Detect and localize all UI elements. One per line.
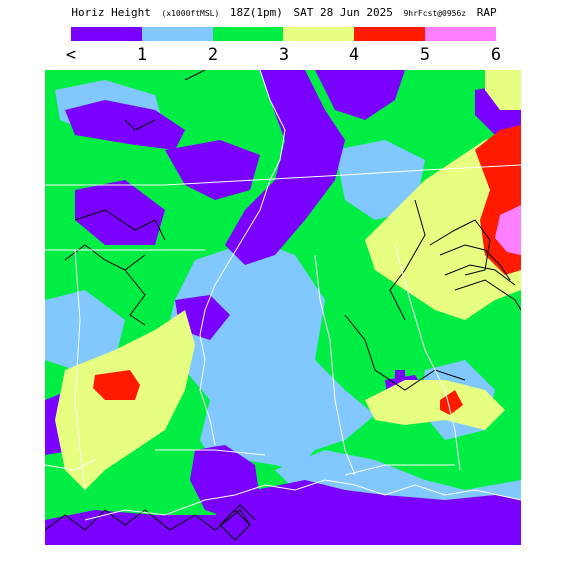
- map-region-purple: [225, 70, 345, 265]
- title-forecast: 9hrFcst@0956z: [403, 9, 467, 18]
- state-boundaries: [45, 70, 521, 521]
- weather-map: [45, 70, 521, 545]
- title-model: RAP: [476, 6, 497, 19]
- color-legend-bar: [71, 27, 496, 41]
- contour-line: [439, 244, 511, 281]
- title-valid-time: 18Z(1pm): [229, 6, 283, 19]
- contour-line: [454, 279, 521, 311]
- contour-line: [444, 264, 516, 286]
- legend-tick-label: 4: [348, 45, 360, 65]
- contour-line: [389, 199, 426, 321]
- state-border: [344, 464, 455, 476]
- title-parameter: Horiz Height: [71, 6, 151, 19]
- legend-tick-label: 1: [136, 45, 148, 65]
- state-border: [314, 254, 356, 476]
- map-region-purple: [65, 100, 185, 150]
- map-region-blue: [335, 140, 425, 220]
- contour-line: [45, 509, 251, 531]
- map-region-red: [93, 370, 140, 400]
- legend-tick-label: <: [65, 45, 77, 65]
- state-border: [155, 449, 266, 456]
- map-region-yellow: [365, 380, 505, 430]
- legend-swatch-3-4: [283, 27, 355, 41]
- map-region-purple: [75, 180, 165, 245]
- state-border: [45, 164, 521, 186]
- legend-tick-label: 2: [207, 45, 219, 65]
- contour-line: [229, 504, 256, 521]
- mississippi-river: [199, 70, 286, 446]
- map-region-pink: [495, 205, 521, 255]
- legend-tick-label: 5: [419, 45, 431, 65]
- contour-line: [124, 269, 146, 326]
- map-region-red: [440, 390, 463, 415]
- legend-swatch-1-2: [141, 27, 213, 41]
- contour-line: [344, 314, 466, 391]
- map-region-yellow: [365, 130, 521, 320]
- legend-tick-label: 3: [278, 45, 290, 65]
- map-canvas: [45, 70, 521, 545]
- contour-line: [429, 219, 491, 276]
- map-region-yellow: [485, 70, 521, 110]
- title-units: (x1000ftMSL): [161, 9, 220, 18]
- legend-tick-label: 6: [490, 45, 502, 65]
- contour-line: [74, 209, 166, 241]
- map-region-purple: [165, 140, 260, 200]
- coastline: [84, 479, 521, 521]
- legend-swatch-4-5: [354, 27, 426, 41]
- map-region-blue: [45, 290, 125, 370]
- contour-line: [184, 70, 206, 81]
- map-region-purple: [45, 480, 521, 545]
- legend-swatch-5-6: [425, 27, 496, 41]
- state-border: [394, 244, 461, 471]
- title-date: SAT 28 Jun 2025: [293, 6, 393, 19]
- map-region-purple: [315, 70, 405, 120]
- legend-tick-labels: < 1 2 3 4 5 6: [0, 45, 568, 65]
- legend-swatch-2-3: [212, 27, 284, 41]
- state-border: [74, 249, 86, 491]
- map-region-purple: [395, 370, 405, 380]
- contour-lines: [45, 70, 521, 541]
- coastline: [45, 459, 96, 471]
- contour-line: [124, 119, 156, 131]
- map-region-blue: [165, 240, 375, 470]
- map-title: Horiz Height (x1000ftMSL) 18Z(1pm) SAT 2…: [0, 6, 568, 19]
- legend-swatch-below-1: [71, 27, 142, 41]
